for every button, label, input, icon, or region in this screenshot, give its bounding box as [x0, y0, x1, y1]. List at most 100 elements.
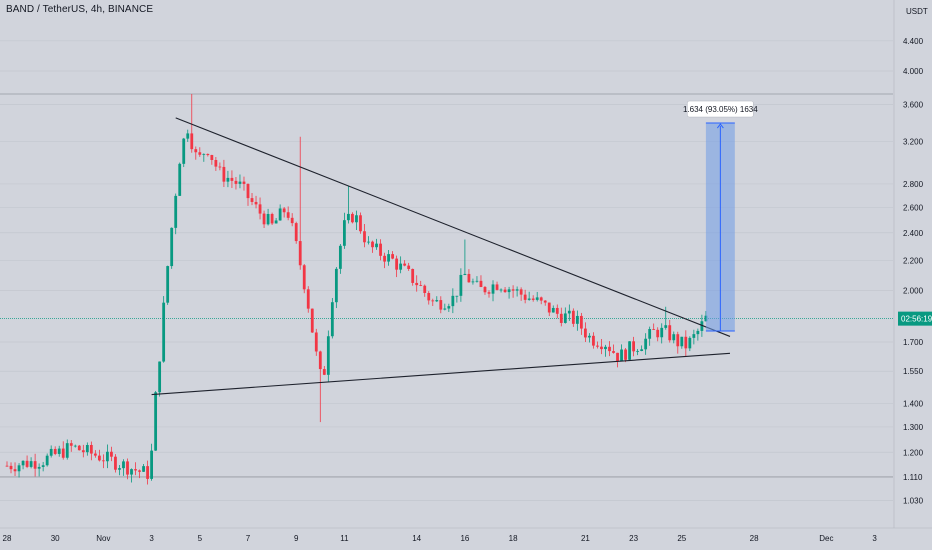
y-tick-label: 2.000 [903, 287, 924, 296]
measure-label: 1.634 (93.05%) 1634 [683, 105, 758, 114]
upper-trendline[interactable] [175, 117, 731, 337]
candle-up [527, 298, 531, 300]
candle-down [13, 469, 17, 472]
candle-up [515, 289, 519, 291]
y-tick-label: 3.200 [903, 138, 924, 147]
candle-up [620, 349, 623, 362]
candle-down [53, 448, 57, 454]
candle-down [314, 332, 318, 352]
horizontal-levels [0, 93, 893, 478]
candle-up [451, 295, 455, 307]
candle-down [427, 292, 431, 301]
x-tick-label: 11 [340, 534, 349, 543]
candle-down [547, 302, 551, 313]
candle-down [423, 285, 427, 293]
x-tick-label: 18 [509, 534, 518, 543]
y-tick-label: 1.200 [903, 448, 924, 457]
candle-down [134, 469, 137, 471]
candle-down [539, 297, 543, 301]
candle-down [411, 268, 415, 283]
candle-up [21, 460, 25, 466]
candle-up [73, 445, 77, 447]
candle-down [230, 177, 234, 181]
x-tick-label: Dec [819, 534, 833, 543]
candle-down [363, 231, 366, 243]
candle-up [604, 346, 607, 350]
candle-up [343, 220, 346, 246]
candle-up [278, 208, 282, 221]
x-tick-label: 30 [51, 534, 60, 543]
candle-down [250, 198, 254, 202]
candle-down [559, 313, 563, 323]
lower-trendline[interactable] [151, 352, 731, 396]
candle-up [182, 138, 186, 164]
candle-down [262, 213, 266, 225]
candle-up [122, 461, 125, 469]
candle-down [102, 460, 105, 462]
candle-up [499, 289, 503, 291]
candle-down [403, 263, 407, 266]
measure-arrow-head [716, 123, 724, 129]
x-tick-label: 3 [872, 534, 877, 543]
candle-up [399, 263, 403, 270]
candle-up [692, 334, 696, 338]
candle-up [375, 243, 378, 248]
candle-down [612, 351, 615, 353]
candle-down [656, 329, 660, 338]
time-axis[interactable]: 28 30 Nov 3 5 7 9 11 14 16 18 21 23 25 28 Dec 3 [0, 527, 932, 543]
measure-tool[interactable]: 1.634 (93.05%) 1634 [683, 100, 758, 332]
candle-up [491, 284, 495, 294]
trendlines[interactable] [151, 117, 731, 396]
candle-down [258, 204, 262, 214]
candle-down [523, 294, 527, 300]
candle-up [266, 213, 270, 225]
candle-up [688, 337, 692, 349]
candle-down [439, 300, 443, 310]
y-tick-label: 1.550 [903, 367, 924, 376]
candle-down [632, 341, 635, 352]
y-tick-label: 1.030 [903, 497, 924, 506]
candle-down [503, 289, 507, 293]
candle-down [676, 334, 680, 347]
candle-up [65, 443, 69, 458]
candle-down [310, 308, 314, 333]
candle-down [138, 470, 141, 472]
candle-up [106, 451, 109, 462]
x-tick-label: 9 [294, 534, 299, 543]
candle-down [93, 453, 97, 456]
candle-down [395, 258, 399, 270]
x-tick-label: 23 [629, 534, 638, 543]
candle-down [190, 133, 194, 150]
candle-down [210, 155, 214, 160]
candle-down [391, 254, 394, 259]
candle-down [487, 292, 491, 294]
candle-down [77, 445, 81, 451]
candle-down [419, 285, 423, 286]
price-axis[interactable]: USDT 4.400 4.000 3.600 3.200 2.800 2.600 2.400 2… [893, 0, 932, 528]
candle-down [282, 208, 286, 213]
x-tick-label: 7 [246, 534, 251, 543]
candle-down [479, 280, 483, 287]
candle-up [475, 280, 479, 282]
candle-up [680, 336, 684, 347]
y-tick-label: 2.400 [903, 229, 924, 238]
candle-up [17, 465, 21, 472]
candle-up [471, 281, 475, 283]
candle-down [61, 448, 65, 458]
candle-up [660, 327, 664, 338]
candle-up [130, 469, 133, 475]
candle-up [636, 350, 640, 352]
candle-up [563, 313, 567, 323]
candle-up [640, 349, 644, 351]
candle-down [407, 265, 411, 269]
candle-up [551, 307, 555, 313]
candle-down [25, 460, 29, 467]
candle-down [270, 213, 274, 224]
current-price-badge[interactable] [898, 311, 932, 326]
x-tick-label: 28 [750, 534, 759, 543]
candle-down [89, 445, 93, 454]
candle-down [371, 241, 374, 248]
x-tick-label: 21 [581, 534, 590, 543]
